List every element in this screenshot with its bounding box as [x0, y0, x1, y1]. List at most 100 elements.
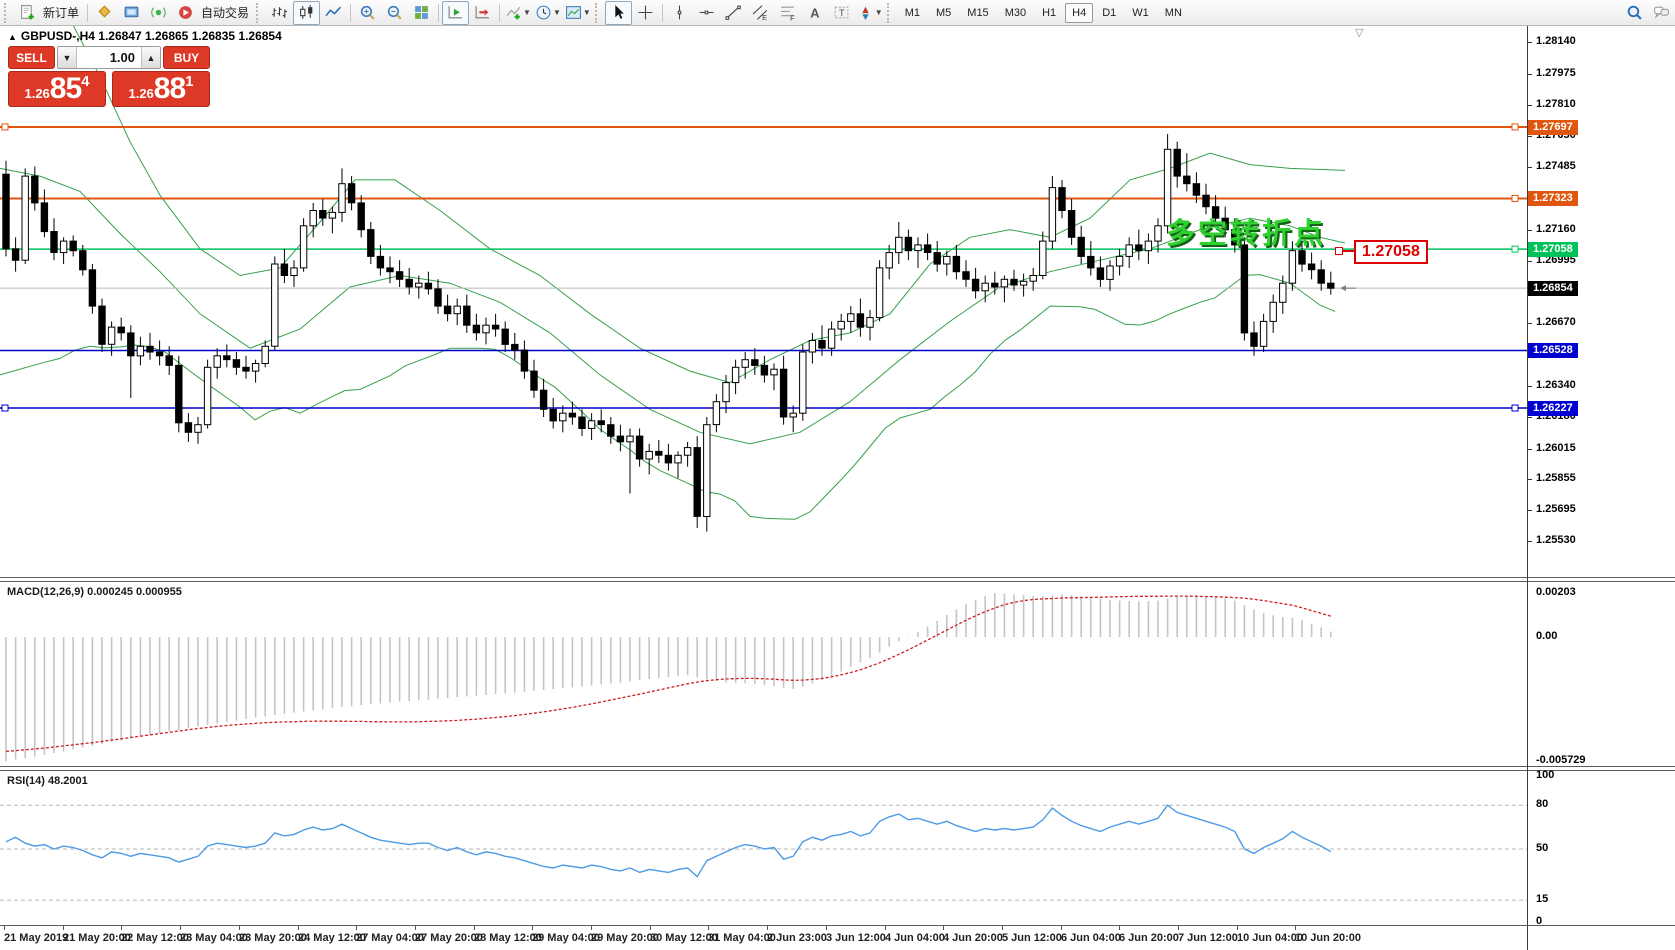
time-label[interactable]: 24 May 12:00	[298, 932, 366, 944]
chart-shift-button[interactable]	[469, 1, 496, 25]
dropdown-arrow-icon[interactable]: ▼	[552, 8, 561, 17]
buy-price-button[interactable]: 1.26 88 1	[112, 71, 210, 107]
price-axis[interactable]: 1.28140 1.27975 1.27810 1.27650 1.27485 1.271…	[1528, 26, 1675, 927]
timeframe-H1[interactable]: H1	[1042, 6, 1057, 19]
time-label[interactable]: 31 May 04:00	[708, 932, 776, 944]
templates-button[interactable]: ▼	[563, 1, 593, 25]
volume-increase-button[interactable]: ▲	[141, 47, 160, 68]
time-label[interactable]: 10 Jun 04:00	[1237, 932, 1304, 944]
time-label[interactable]: 7 Jun 12:00	[1178, 932, 1238, 944]
trendline-button[interactable]	[720, 1, 747, 25]
periods-button[interactable]: ▼	[533, 1, 563, 25]
fibonacci-retracement-button[interactable]: F	[774, 1, 801, 25]
time-label[interactable]: 6 Jun 20:00	[1119, 932, 1179, 944]
time-label[interactable]: 21 May 20:00	[63, 932, 131, 944]
time-label[interactable]: 6 Jun 04:00	[1061, 932, 1121, 944]
time-label[interactable]: 22 May 12:00	[121, 932, 189, 944]
timeframe-MN[interactable]: MN	[1164, 6, 1182, 19]
auto-trading-button[interactable]	[172, 1, 199, 25]
chat-button[interactable]	[1648, 1, 1675, 25]
auto-scroll-button[interactable]	[442, 0, 470, 25]
time-tick	[591, 926, 592, 930]
terminal-button[interactable]	[118, 1, 145, 25]
timeframe-M15[interactable]: M15	[967, 6, 989, 19]
time-label[interactable]: 21 May 2019	[4, 932, 69, 944]
volume-decrease-button[interactable]: ▼	[58, 47, 77, 68]
time-label[interactable]: 29 May 20:00	[591, 932, 659, 944]
timeframe-W1[interactable]: W1	[1132, 6, 1149, 19]
time-label[interactable]: 4 Jun 20:00	[943, 932, 1003, 944]
sell-price-button[interactable]: 1.26 85 4	[8, 71, 106, 107]
price-tick-label: 1.27160	[1536, 223, 1576, 235]
indicators-list-button[interactable]: ▼	[503, 1, 533, 25]
timeframe-H4[interactable]: H4	[1065, 2, 1094, 23]
time-axis[interactable]: 21 May 2019 21 May 20:00 22 May 12:00 23 Ma…	[0, 925, 1675, 950]
time-label[interactable]: 29 May 04:00	[532, 932, 600, 944]
text-label-button[interactable]: T	[828, 1, 855, 25]
text-button[interactable]: A	[801, 1, 828, 25]
time-label[interactable]: 10 Jun 20:00	[1295, 932, 1362, 944]
price-badge-1.26528: 1.26528	[1528, 343, 1578, 358]
line-chart-button[interactable]	[320, 1, 347, 25]
time-label[interactable]: 23 May 04:00	[180, 932, 248, 944]
time-label[interactable]: 4 Jun 04:00	[885, 932, 945, 944]
terminal-icon	[123, 4, 140, 21]
scroll-to-end-icon[interactable]: ▽	[1355, 27, 1364, 39]
pane-splitter-rsi[interactable]	[0, 766, 1675, 771]
auto-trading-label[interactable]: 自动交易	[201, 6, 250, 20]
time-label[interactable]: 27 May 04:00	[356, 932, 424, 944]
macd-signal-line	[5, 595, 1331, 752]
toolbar-grip[interactable]	[886, 2, 893, 23]
toolbar-grip[interactable]	[256, 2, 262, 23]
pane-splitter-macd[interactable]	[0, 577, 1675, 582]
time-label[interactable]: 3 Jun 12:00	[826, 932, 886, 944]
rsi-axis-label: 100	[1536, 769, 1555, 781]
zoom-out-button[interactable]	[381, 1, 408, 25]
timeframe-D1[interactable]: D1	[1102, 6, 1117, 19]
price-callout-label[interactable]: 1.27058	[1354, 240, 1428, 264]
equidistant-channel-button[interactable]: E	[747, 1, 774, 25]
crosshair-button[interactable]	[632, 1, 659, 25]
volume-input[interactable]	[77, 47, 141, 68]
zoom-out-icon	[386, 4, 403, 21]
collapse-triangle-icon[interactable]: ▲	[8, 32, 17, 42]
price-tick-label: 1.28140	[1536, 35, 1576, 47]
styles-button[interactable]	[91, 1, 118, 25]
svg-text:A: A	[810, 5, 819, 20]
search-button[interactable]	[1621, 1, 1648, 25]
new-order-button[interactable]	[14, 1, 41, 25]
vertical-line-button[interactable]	[666, 1, 693, 25]
buy-button[interactable]: BUY	[163, 46, 210, 69]
arrows-button[interactable]: ▼	[855, 1, 885, 25]
timeframe-M5[interactable]: M5	[936, 6, 952, 19]
time-label[interactable]: 28 May 12:00	[474, 932, 542, 944]
time-label[interactable]: 2 Jun 23:00	[767, 932, 827, 944]
dropdown-arrow-icon[interactable]: ▼	[582, 8, 591, 17]
time-tick	[63, 926, 64, 930]
cursor-button[interactable]	[604, 0, 632, 25]
signals-button[interactable]	[145, 1, 172, 25]
tile-windows-button[interactable]	[408, 1, 435, 25]
toolbar-grip[interactable]	[594, 2, 601, 23]
zoom-in-button[interactable]	[354, 1, 381, 25]
chat-icon	[1653, 4, 1670, 21]
dropdown-arrow-icon[interactable]: ▼	[874, 8, 883, 17]
horizontal-line-button[interactable]	[693, 1, 720, 25]
new-order-label[interactable]: 新订单	[43, 6, 80, 20]
time-label[interactable]: 30 May 12:00	[650, 932, 718, 944]
time-label[interactable]: 23 May 20:00	[239, 932, 307, 944]
price-pane-canvas	[0, 26, 1527, 532]
timeframe-M1[interactable]: M1	[904, 6, 920, 19]
time-tick	[415, 926, 416, 930]
time-label[interactable]: 5 Jun 12:00	[1002, 932, 1062, 944]
time-label[interactable]: 27 May 20:00	[415, 932, 483, 944]
quote-header: ▲ GBPUSD-,H4 1.26847 1.26865 1.26835 1.26…	[8, 29, 282, 43]
templates-icon	[565, 4, 582, 21]
toolbar-grip[interactable]	[4, 2, 10, 23]
timeframe-M30[interactable]: M30	[1004, 6, 1027, 19]
bar-chart-button[interactable]	[266, 1, 293, 25]
candlestick-chart-button[interactable]	[293, 0, 321, 25]
dropdown-arrow-icon[interactable]: ▼	[523, 8, 531, 17]
price-tick-label: 1.25855	[1536, 472, 1576, 484]
sell-button[interactable]: SELL	[8, 46, 55, 69]
